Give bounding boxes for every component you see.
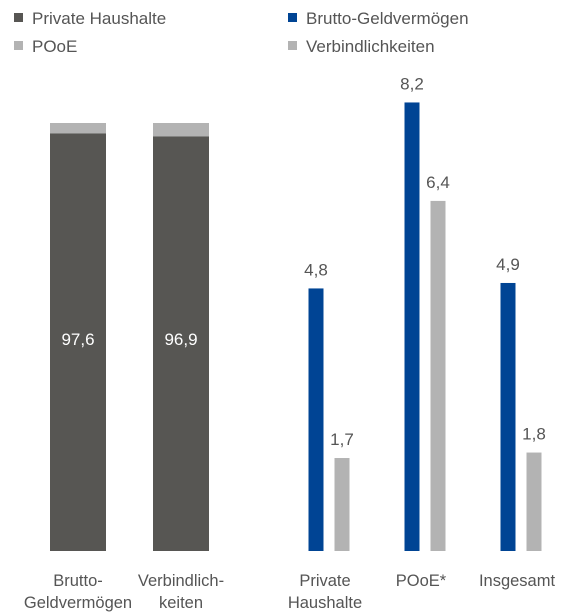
data-label-verbindlichkeiten-1: 1,7: [330, 430, 354, 449]
bar-verbindlichkeiten-2: [430, 200, 446, 552]
data-label-share-1: 97,6: [61, 330, 94, 349]
bar-pooe-1: [50, 123, 106, 134]
legend-swatch-private-haushalte: [14, 13, 23, 22]
bar-verbindlichkeiten-1: [334, 458, 350, 551]
data-label-brutto-geldvermoegen-3: 4,9: [496, 255, 520, 274]
bar-private-haushalte-1: [50, 133, 106, 551]
bar-brutto-geldvermoegen-3: [500, 282, 516, 551]
bar-pooe-2: [153, 123, 209, 137]
data-label-brutto-geldvermoegen-2: 8,2: [400, 74, 424, 93]
data-label-verbindlichkeiten-2: 6,4: [426, 173, 450, 192]
category-label-right-3: Insgesamt: [479, 572, 556, 590]
data-label-share-2: 96,9: [164, 330, 197, 349]
legend-swatch-verbindlichkeiten: [288, 41, 297, 50]
category-label-right-1: Private Haushalte: [288, 572, 362, 612]
bar-brutto-geldvermoegen-1: [308, 288, 324, 551]
legend-label-brutto-geldvermoegen: Brutto-Geldvermögen: [306, 9, 469, 28]
legend-swatch-brutto-geldvermoegen: [288, 13, 297, 22]
data-label-verbindlichkeiten-3: 1,8: [522, 425, 546, 444]
stacked-share-chart: 97,6 Brutto-Geldvermögen 96,9 Verbindlich-k…: [24, 123, 224, 612]
category-label-right-2: POoE*: [396, 572, 447, 590]
legend-swatch-pooe: [14, 41, 23, 50]
legend-label-verbindlichkeiten: Verbindlichkeiten: [306, 37, 435, 56]
data-label-brutto-geldvermoegen-1: 4,8: [304, 260, 328, 279]
growth-rate-chart: 4,8 1,7 Private Haushalte 8,2 6,4 POoE* 4,9 1,8 I…: [288, 74, 556, 612]
legend-label-private-haushalte: Private Haushalte: [32, 9, 166, 28]
legend-left: Private Haushalte POoE: [14, 9, 166, 56]
category-label-left-1: Brutto-Geldvermögen: [24, 572, 132, 612]
bar-brutto-geldvermoegen-2: [404, 102, 420, 552]
category-label-left-2: Verbindlich-keiten: [138, 572, 224, 612]
bar-verbindlichkeiten-3: [526, 452, 542, 551]
legend-label-pooe: POoE: [32, 37, 77, 56]
legend-right: Brutto-Geldvermögen Verbindlichkeiten: [288, 9, 469, 56]
bar-private-haushalte-2: [153, 136, 209, 551]
